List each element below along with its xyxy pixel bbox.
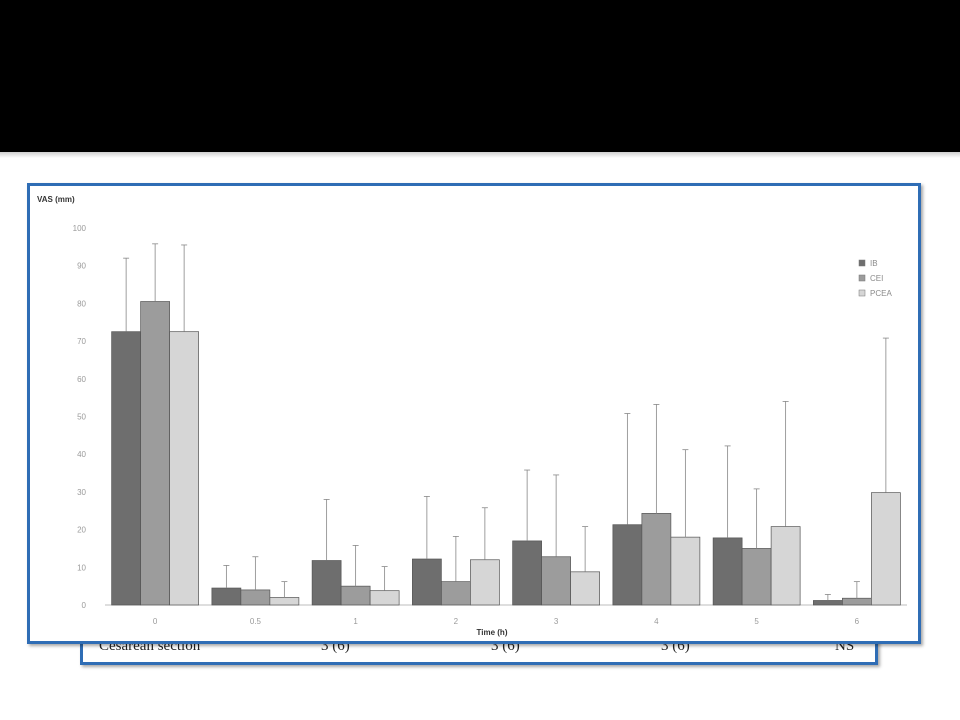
y-tick-label: 80 [77,299,86,308]
legend-swatch-ib [858,259,866,267]
y-tick-label: 90 [77,262,86,271]
legend-label-cei: CEI [870,274,883,283]
y-tick-label: 10 [77,563,86,572]
bar-ib [512,540,542,606]
bar-ib [311,560,342,606]
y-tick-label: 30 [77,488,86,497]
chart-legend: IB CEI PCEA [858,259,892,298]
chart-panel: VAS (mm) Time (h) 0 10 20 30 40 50 60 70 80 90 100… [27,183,921,644]
legend-label-pcea: PCEA [870,289,892,298]
bar-cei [441,581,471,606]
y-tick-label: 0 [82,601,87,610]
title-divider [0,152,960,158]
bar-cei [541,556,571,606]
bar-pcea [470,559,500,606]
x-tick-label: 0.5 [250,617,262,626]
y-tick-label: 20 [77,526,86,535]
x-tick-label: 6 [855,617,860,626]
y-tick-label: 50 [77,413,86,422]
y-tick-label: 40 [77,450,86,459]
legend-swatch-cei [858,274,866,282]
bar-pcea [369,590,400,606]
bar-ib [813,600,843,606]
slide-title-band [0,0,960,152]
x-tick-label: 1 [353,617,358,626]
bar-pcea [871,492,901,606]
bar-pcea [670,536,701,606]
bar-cei [140,301,170,606]
bar-ib [111,331,141,606]
x-axis-title: Time (h) [477,628,508,637]
bar-cei [741,548,772,606]
legend-label-ib: IB [870,259,878,268]
y-tick-label: 60 [77,375,86,384]
x-tick-label: 3 [554,617,559,626]
bar-ib [412,558,442,606]
x-tick-label: 4 [654,617,659,626]
y-axis-title: VAS (mm) [37,195,75,204]
y-tick-label: 70 [77,337,86,346]
bar-cei [240,589,271,606]
x-tick-label: 5 [754,617,759,626]
bar-pcea [169,331,199,606]
legend-swatch-pcea [858,289,866,297]
bar-chart: VAS (mm) Time (h) 0102030405060708090100… [37,195,907,637]
bar-ib [712,537,743,606]
bar-ib [211,587,242,606]
x-tick-label: 0 [153,617,158,626]
x-tick-label: 2 [454,617,459,626]
bar-cei [842,597,872,606]
y-tick-label: 100 [73,224,87,233]
chart-bars [111,243,901,606]
bar-cei [641,513,672,606]
bar-cei [340,585,371,606]
bar-ib [612,524,643,606]
bar-pcea [770,526,801,606]
bar-pcea [269,597,300,606]
bar-pcea [570,571,600,606]
